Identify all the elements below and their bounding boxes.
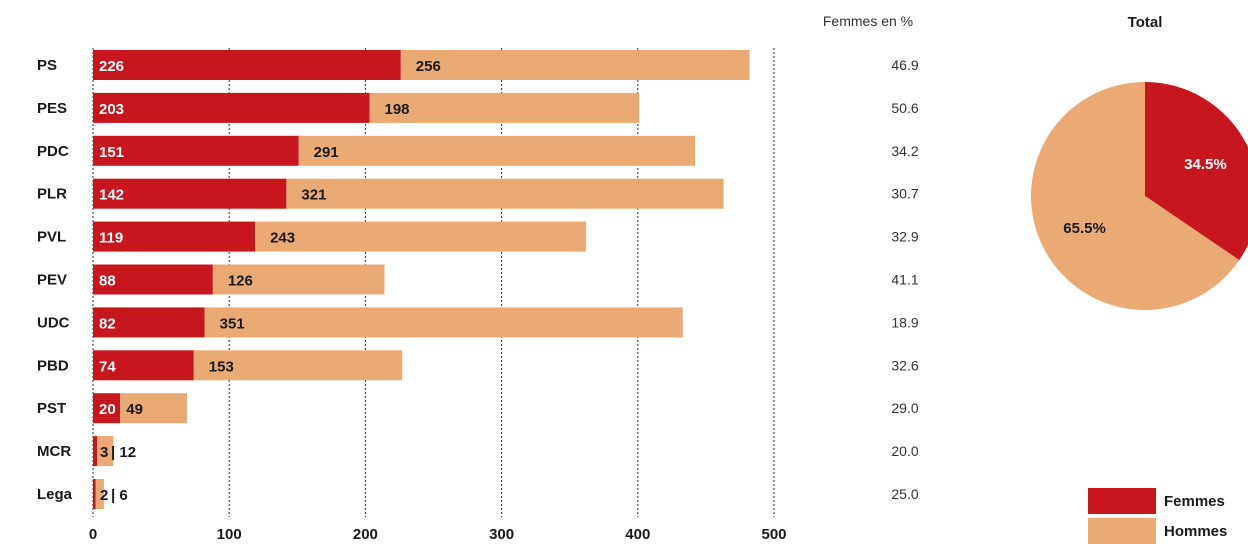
bar-hommes <box>400 50 750 80</box>
bar-hommes <box>193 350 403 381</box>
bar-label-femmes: 82 <box>99 315 116 332</box>
bar-label-hommes: | 6 <box>111 487 128 504</box>
bar-label-hommes: 198 <box>384 101 409 118</box>
x-tick-label: 300 <box>489 526 514 543</box>
category-label: PES <box>37 100 67 117</box>
bar-label-femmes: 226 <box>99 58 124 75</box>
category-label: PLR <box>37 186 67 203</box>
pie-slice-label: 65.5% <box>1063 220 1106 237</box>
bar-hommes <box>120 393 187 424</box>
bar-femmes <box>93 393 121 424</box>
x-tick-label: 200 <box>353 526 378 543</box>
bar-hommes <box>255 221 587 252</box>
bar-label-femmes: 3 <box>100 444 108 461</box>
bar-label-femmes: 2 <box>100 487 108 504</box>
bar-hommes <box>369 92 640 123</box>
x-tick-label: 0 <box>89 526 97 543</box>
bar-label-hommes: 321 <box>301 187 326 204</box>
bar-hommes <box>286 178 724 209</box>
category-label: PEV <box>37 272 67 289</box>
bar-label-hommes: 49 <box>126 401 143 418</box>
percent-value: 30.7 <box>891 186 918 202</box>
bar-femmes <box>93 307 205 338</box>
pie-chart: 34.5% 65.5% <box>1031 82 1248 310</box>
x-tick-label: 400 <box>625 526 650 543</box>
category-labels: PS PES PDC PLR PVL PEV UDC PBD PST MCR Lega <box>37 57 73 503</box>
legend: Femmes Hommes <box>1088 488 1227 544</box>
legend-label: Hommes <box>1164 523 1227 540</box>
percent-value: 32.9 <box>891 229 918 245</box>
category-label: Lega <box>37 486 73 503</box>
percent-column: 46.9 50.6 34.2 30.7 32.9 41.1 18.9 32.6 29.0 20.0… <box>891 57 918 502</box>
category-label: MCR <box>37 443 71 460</box>
category-label: PST <box>37 400 66 417</box>
bar-femmes <box>93 221 256 252</box>
bar-femmes <box>93 479 96 509</box>
bar-hommes <box>97 436 114 467</box>
bar-label-femmes: 74 <box>99 358 116 375</box>
percent-value: 46.9 <box>891 57 918 73</box>
bar-femmes <box>93 50 401 80</box>
percent-value: 25.0 <box>891 486 918 502</box>
bar-label-femmes: 20 <box>99 401 116 418</box>
category-label: UDC <box>37 314 70 331</box>
percent-value: 32.6 <box>891 357 918 373</box>
category-label: PDC <box>37 143 69 160</box>
bar-label-hommes: 153 <box>209 358 234 375</box>
bar-label-femmes: 142 <box>99 187 124 204</box>
bar-femmes <box>93 436 98 467</box>
legend-swatch-femmes <box>1088 488 1156 514</box>
bar-label-femmes: 119 <box>99 230 123 247</box>
x-tick-label: 500 <box>761 526 786 543</box>
bar-label-hommes: | 12 <box>111 444 136 461</box>
bar-hommes <box>212 264 385 295</box>
x-tick-label: 100 <box>217 526 242 543</box>
bar-label-femmes: 88 <box>99 273 116 290</box>
category-label: PBD <box>37 357 69 374</box>
percent-value: 18.9 <box>891 314 918 330</box>
percent-value: 20.0 <box>891 443 918 459</box>
pie-slice-label: 34.5% <box>1184 156 1227 173</box>
bar-label-hommes: 243 <box>270 230 295 247</box>
bar-label-hommes: 291 <box>314 144 339 161</box>
pie-slice-hommes <box>1031 82 1240 310</box>
bar-femmes <box>93 264 213 295</box>
bar-hommes <box>298 135 696 166</box>
x-axis-ticks: 0 100 200 300 400 500 <box>89 526 787 543</box>
percent-value: 29.0 <box>891 400 918 416</box>
percent-column-header: Femmes en % <box>823 13 913 29</box>
bar-femmes <box>93 92 370 123</box>
category-label: PVL <box>37 229 66 246</box>
bar-label-hommes: 126 <box>228 273 253 290</box>
bar-label-hommes: 351 <box>220 315 245 332</box>
bar-hommes <box>95 479 104 509</box>
percent-value: 50.6 <box>891 100 918 116</box>
category-label: PS <box>37 57 57 74</box>
bar-femmes <box>93 178 287 209</box>
bar-label-femmes: 151 <box>99 144 124 161</box>
bar-femmes <box>93 350 194 381</box>
percent-value: 34.2 <box>891 143 918 159</box>
bar-hommes <box>204 307 683 338</box>
percent-value: 41.1 <box>891 272 918 288</box>
pie-title: Total <box>1128 14 1163 31</box>
bar-femmes <box>93 135 299 166</box>
legend-swatch-hommes <box>1088 518 1156 544</box>
legend-label: Femmes <box>1164 493 1225 510</box>
bar-label-femmes: 203 <box>99 101 124 118</box>
bar-label-hommes: 256 <box>416 58 441 75</box>
pie-slice-femmes <box>1145 82 1248 261</box>
